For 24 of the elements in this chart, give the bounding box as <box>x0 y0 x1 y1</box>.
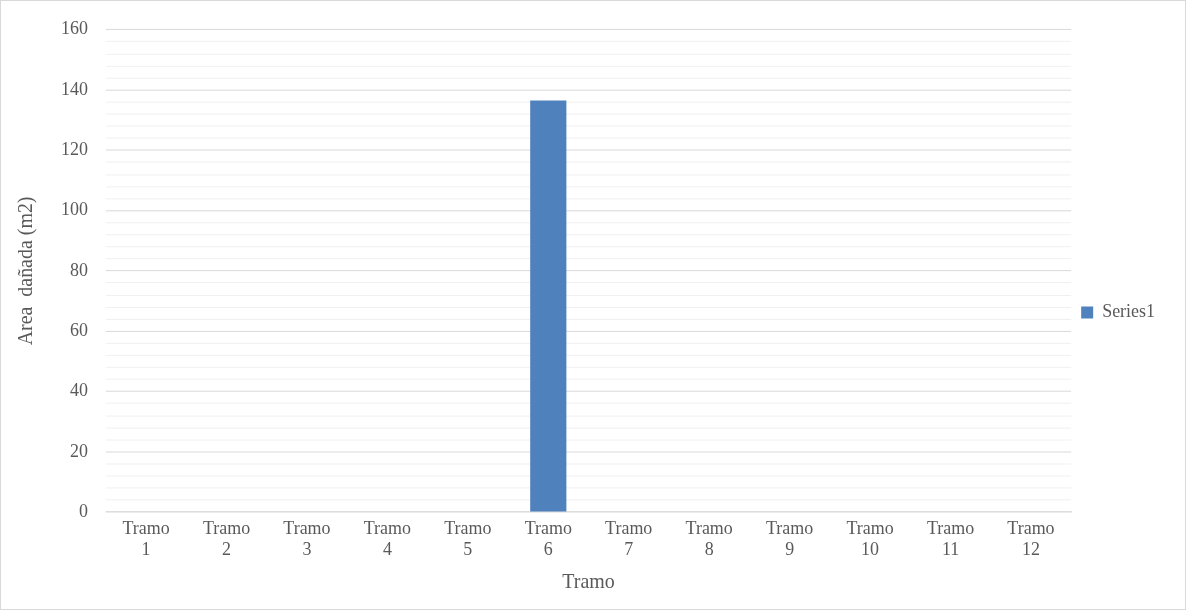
x-tick-label: Tramo 5 <box>444 517 492 560</box>
x-axis-title: Tramo <box>562 570 615 593</box>
x-tick-label: Tramo 12 <box>1007 517 1055 560</box>
y-tick-label: 100 <box>60 199 88 220</box>
x-tick-label: Tramo 3 <box>283 517 331 560</box>
x-tick-label: Tramo 10 <box>846 517 894 560</box>
y-tick-label: 160 <box>60 18 88 39</box>
y-tick-label: 140 <box>60 78 88 99</box>
x-tick-label: Tramo 8 <box>685 517 733 560</box>
legend-label: Series1 <box>1102 301 1156 322</box>
x-tick-label: Tramo 4 <box>363 517 412 560</box>
x-tick-label: Tramo 6 <box>524 517 572 560</box>
y-axis-title: Area dañada (m2) <box>14 196 38 346</box>
x-tick-label: Tramo 2 <box>202 517 251 560</box>
y-tick-label: 40 <box>69 380 88 401</box>
y-tick-label: 60 <box>69 319 88 340</box>
y-tick-label: 0 <box>78 500 88 521</box>
y-tick-label: 80 <box>69 259 88 280</box>
y-tick-label: 20 <box>69 440 88 461</box>
x-tick-label: Tramo 11 <box>926 517 975 560</box>
y-tick-label: 120 <box>60 139 88 160</box>
x-tick-label: Tramo 1 <box>122 517 170 560</box>
x-tick-label: Tramo 9 <box>766 517 814 560</box>
x-tick-label: Tramo 7 <box>605 517 653 560</box>
